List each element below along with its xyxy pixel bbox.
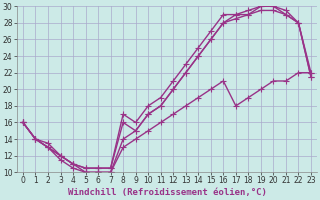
X-axis label: Windchill (Refroidissement éolien,°C): Windchill (Refroidissement éolien,°C) [68,188,266,197]
